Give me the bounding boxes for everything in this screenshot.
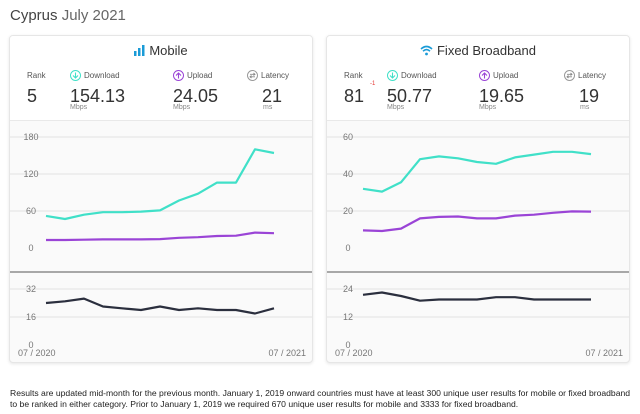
latency-unit: ms xyxy=(580,104,590,111)
fixed-title-text: Fixed Broadband xyxy=(436,43,536,58)
mobile-title-text: Mobile xyxy=(149,43,188,58)
y-tick-label: 20 xyxy=(343,206,353,216)
mobile-panel-title: Mobile xyxy=(10,43,312,59)
country-name: Cyprus xyxy=(10,7,58,24)
download-unit: Mbps xyxy=(70,104,88,111)
y-tick-label: 60 xyxy=(26,206,36,216)
download-arrow-icon xyxy=(387,70,398,81)
y-tick-label: 0 xyxy=(28,243,33,253)
fixed-download-line xyxy=(362,150,592,193)
mobile-upload: Upload 24.05 Mbps xyxy=(173,70,253,111)
page-title: Cyprus July 2021 xyxy=(10,7,126,24)
mobile-rank: Rank 5 xyxy=(27,70,67,105)
rank-label: Rank xyxy=(344,71,363,80)
y-tick-label: 0 xyxy=(345,243,350,253)
latency-label: Latency xyxy=(578,71,607,80)
x-tick-label: 07 / 2021 xyxy=(585,348,623,358)
fixed-rank: Rank 81 -1 xyxy=(344,70,384,105)
mobile-upload-line xyxy=(46,231,275,242)
fixed-latency: Latency 19 ms xyxy=(564,70,626,111)
y-tick-label: 32 xyxy=(26,284,36,294)
latency-unit: ms xyxy=(263,104,273,111)
upload-unit: Mbps xyxy=(173,104,191,111)
y-tick-label: 16 xyxy=(26,312,36,322)
mobile-panel: Mobile Rank 5 Download 154.13 Mbps Uploa… xyxy=(9,35,313,363)
rank-label: Rank xyxy=(27,71,46,80)
upload-unit: Mbps xyxy=(479,104,497,111)
mobile-download: Download 154.13 Mbps xyxy=(70,70,150,111)
download-arrow-icon xyxy=(70,70,81,81)
latency-swap-icon xyxy=(247,70,258,81)
fixed-panel-title: Fixed Broadband xyxy=(327,43,629,59)
rank-value: 81 xyxy=(344,86,365,106)
latency-label: Latency xyxy=(261,71,290,80)
latency-swap-icon xyxy=(564,70,575,81)
wifi-icon xyxy=(420,44,433,59)
mobile-download-line xyxy=(45,148,275,221)
y-tick-label: 120 xyxy=(23,169,38,179)
latency-value: 21 xyxy=(262,86,283,106)
rank-value: 5 xyxy=(27,86,38,106)
fixed-upload-line xyxy=(362,210,592,233)
upload-arrow-icon xyxy=(479,70,490,81)
fixed-broadband-panel: Fixed Broadband Rank 81 -1 Download 50.7… xyxy=(326,35,630,363)
download-unit: Mbps xyxy=(387,104,405,111)
rank-delta: -1 xyxy=(370,81,376,87)
mobile-chart: 0 60 120 180 0 16 32 07 / 2020 07 / 2021 xyxy=(10,132,312,358)
fixed-upload: Upload 19.65 Mbps xyxy=(479,70,559,111)
footnote: Results are updated mid-month for the pr… xyxy=(10,388,631,409)
download-label: Download xyxy=(84,71,120,80)
download-label: Download xyxy=(401,71,437,80)
y-tick-label: 180 xyxy=(23,132,38,142)
signal-bars-icon xyxy=(134,44,145,59)
download-value: 154.13 xyxy=(70,86,126,106)
y-tick-label: 0 xyxy=(28,340,33,350)
x-tick-label: 07 / 2020 xyxy=(18,348,56,358)
mobile-latency-line xyxy=(45,297,275,315)
fixed-chart: 0 20 40 60 0 12 24 07 / 2020 07 / 2021 xyxy=(327,132,629,358)
upload-arrow-icon xyxy=(173,70,184,81)
fixed-panel-header: Fixed Broadband Rank 81 -1 Download 50.7… xyxy=(327,36,629,121)
y-tick-label: 60 xyxy=(343,132,353,142)
upload-value: 24.05 xyxy=(173,86,219,106)
y-tick-label: 40 xyxy=(343,169,353,179)
upload-label: Upload xyxy=(187,71,213,80)
fixed-latency-line xyxy=(362,291,591,302)
x-tick-label: 07 / 2021 xyxy=(268,348,306,358)
y-tick-label: 24 xyxy=(343,284,353,294)
latency-value: 19 xyxy=(579,86,600,106)
y-tick-label: 12 xyxy=(343,312,353,322)
upload-label: Upload xyxy=(493,71,519,80)
x-tick-label: 07 / 2020 xyxy=(335,348,373,358)
upload-value: 19.65 xyxy=(479,86,525,106)
download-value: 50.77 xyxy=(387,86,433,106)
report-month: July 2021 xyxy=(61,7,126,24)
mobile-latency: Latency 21 ms xyxy=(247,70,309,111)
mobile-panel-header: Mobile Rank 5 Download 154.13 Mbps Uploa… xyxy=(10,36,312,121)
fixed-download: Download 50.77 Mbps xyxy=(387,70,467,111)
y-tick-label: 0 xyxy=(345,340,350,350)
